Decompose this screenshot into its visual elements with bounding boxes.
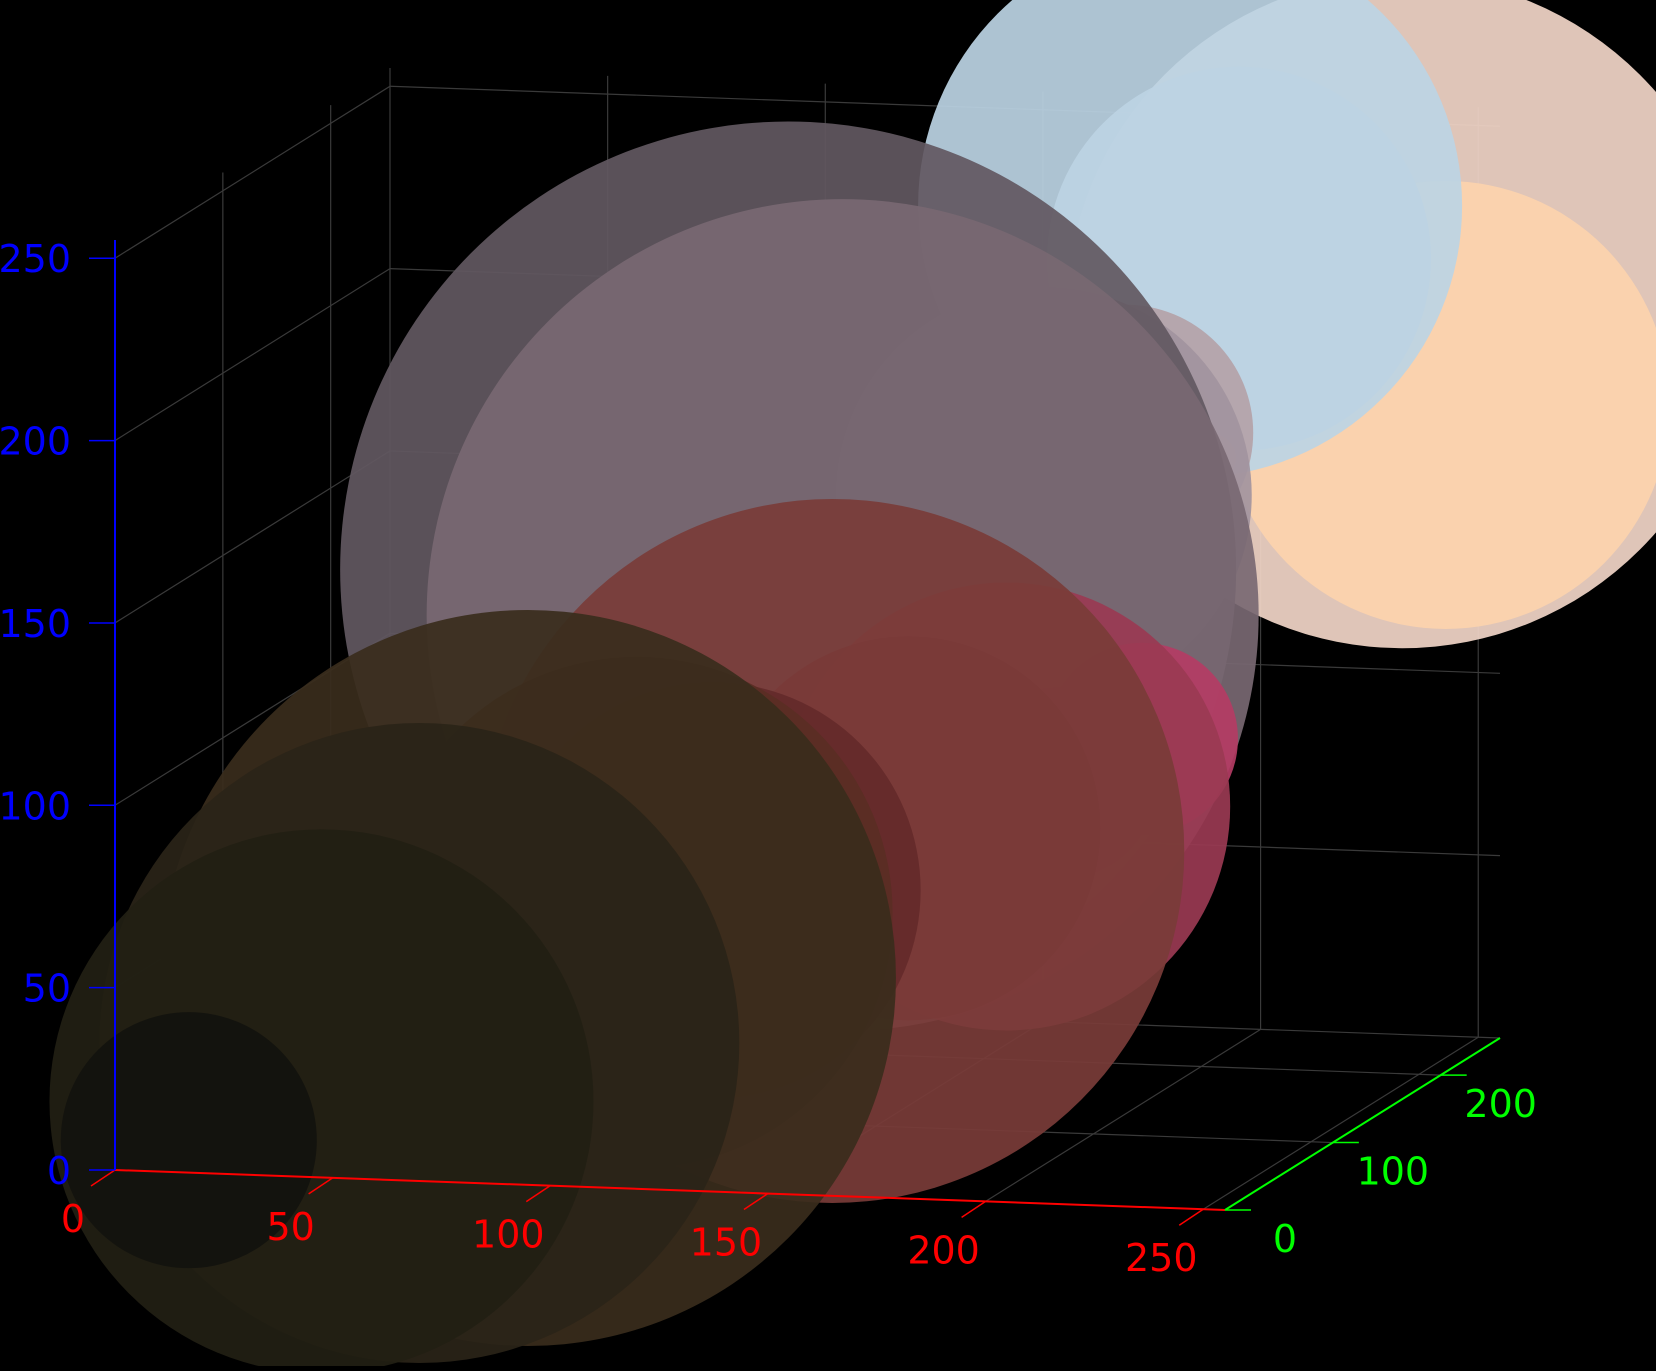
grid-line-left-z (114, 450, 391, 624)
x-tick-label: 0 (61, 1197, 85, 1241)
y-axis-line (1224, 1037, 1501, 1211)
x-axis-tick (525, 1185, 551, 1203)
tick-label-layer: 0 50 100 150 200 250 0 100 200 0 50 100 150 200 250 (0, 237, 1537, 1280)
x-tick-label: 200 (907, 1228, 980, 1272)
grid-line-left-z (114, 268, 391, 442)
z-tick-label: 150 (0, 602, 71, 646)
z-tick-label: 50 (23, 967, 71, 1011)
y-tick-label: 0 (1273, 1217, 1297, 1261)
x-axis-line (114, 1169, 1226, 1211)
z-tick-label: 250 (0, 237, 71, 281)
x-tick-label: 100 (472, 1213, 545, 1257)
z-tick-label: 200 (0, 420, 71, 464)
x-tick-label: 250 (1125, 1236, 1198, 1280)
x-axis-tick (1178, 1208, 1204, 1226)
x-axis-tick (90, 1169, 116, 1187)
y-tick-label: 100 (1357, 1150, 1430, 1194)
z-tick-label: 100 (0, 784, 71, 828)
data-bubble (60, 1012, 317, 1269)
x-axis-tick (743, 1192, 769, 1211)
grid-line-floor-x (985, 1028, 1261, 1202)
axis-layer (89, 240, 1501, 1226)
grid-line-floor-x (1202, 1036, 1479, 1210)
grid-line-left-z (114, 85, 391, 259)
x-axis-tick (308, 1177, 334, 1195)
y-tick-label: 200 (1464, 1082, 1537, 1126)
x-axis-tick (961, 1200, 987, 1218)
x-tick-label: 50 (266, 1205, 314, 1249)
z-tick-label: 0 (47, 1149, 71, 1193)
bubble-layer (49, 0, 1656, 1371)
x-tick-label: 150 (690, 1221, 763, 1265)
